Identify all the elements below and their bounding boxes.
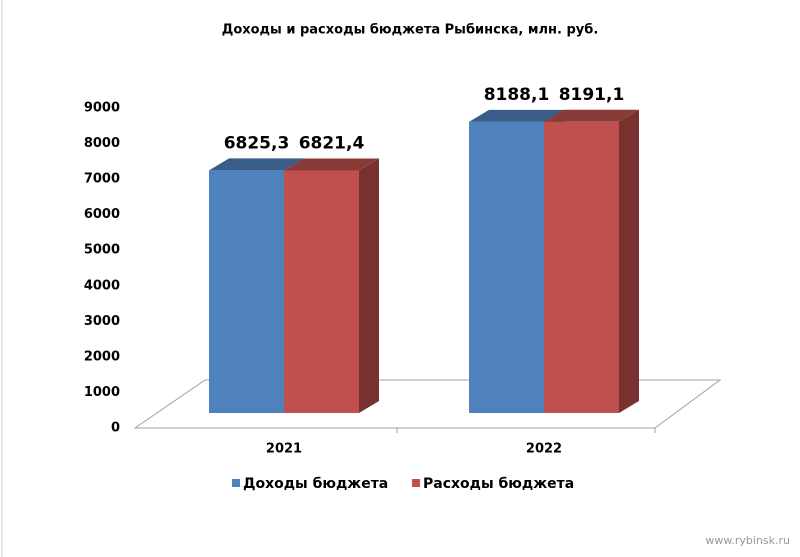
legend-swatch — [232, 479, 240, 487]
y-tick-label: 1000 — [84, 385, 120, 400]
y-tick-label: 5000 — [84, 243, 120, 258]
y-tick-label: 6000 — [84, 207, 120, 222]
bar-top — [469, 109, 564, 122]
bar-side — [619, 109, 639, 413]
legend-swatch — [412, 479, 420, 487]
bar — [209, 170, 284, 413]
x-tick-label: 2022 — [526, 442, 562, 457]
value-label: 6821,4 — [299, 133, 365, 153]
y-tick-label: 3000 — [84, 314, 120, 329]
chart-title: Доходы и расходы бюджета Рыбинска, млн. … — [222, 23, 599, 38]
y-tick-label: 0 — [111, 421, 120, 436]
floor — [133, 379, 722, 429]
y-tick-label: 8000 — [84, 136, 120, 151]
y-tick-label: 2000 — [84, 349, 120, 364]
bar-top — [544, 109, 639, 122]
legend-label: Доходы бюджета — [243, 476, 388, 492]
bar-top — [209, 158, 304, 171]
legend-label: Расходы бюджета — [423, 476, 574, 492]
bar-top — [284, 158, 379, 171]
bar — [469, 121, 544, 413]
value-label: 6825,3 — [224, 133, 290, 153]
bar — [284, 170, 359, 413]
value-label: 8188,1 — [484, 85, 550, 105]
y-tick-label: 7000 — [84, 172, 120, 187]
watermark: www.rybinsk.ru — [705, 534, 790, 547]
y-tick-label: 4000 — [84, 278, 120, 293]
bar-side — [359, 158, 379, 413]
x-tick-label: 2021 — [266, 442, 302, 457]
y-tick-label: 9000 — [84, 101, 120, 116]
bar — [544, 121, 619, 413]
value-label: 8191,1 — [559, 85, 625, 105]
